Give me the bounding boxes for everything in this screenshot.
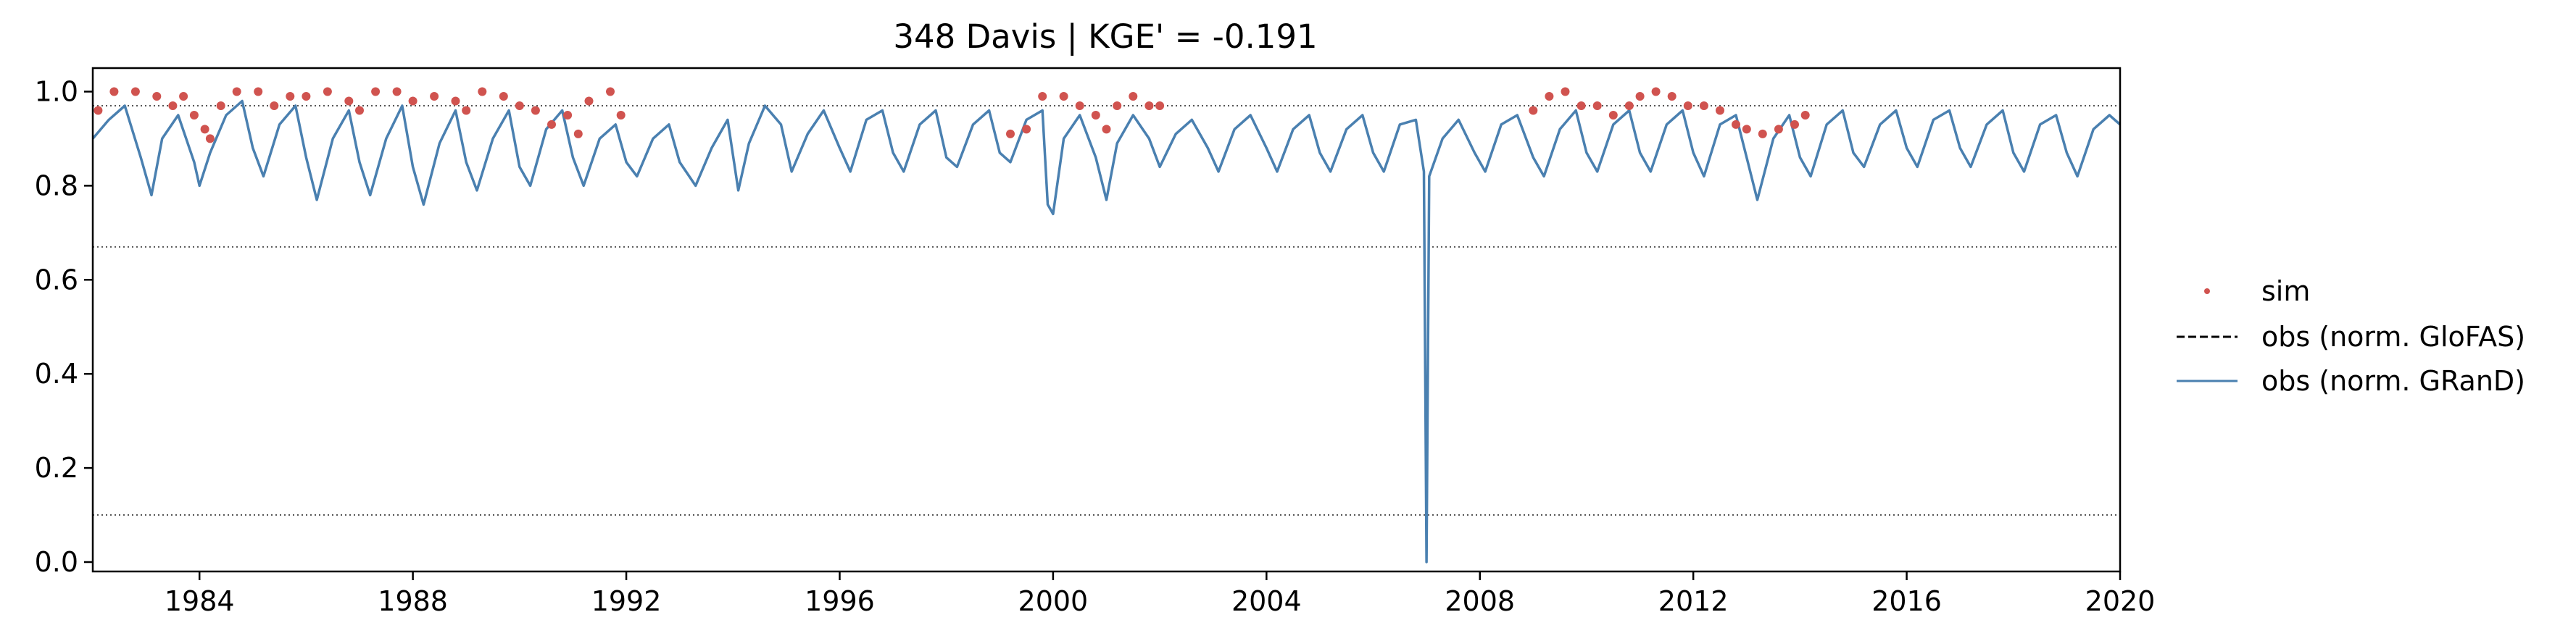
x-tick-label: 1996	[805, 585, 875, 617]
x-tick-label: 2012	[1658, 585, 1729, 617]
sim-point	[616, 111, 626, 120]
plot-area	[91, 67, 2122, 573]
legend: sim obs (norm. GloFAS) obs (norm. GRanD)	[2177, 275, 2525, 397]
sim-point	[168, 101, 178, 110]
reference-lines	[93, 104, 2120, 516]
sim-point	[1624, 101, 1634, 110]
sim-point	[232, 87, 241, 96]
sim-point	[1774, 125, 1783, 134]
sim-point	[371, 87, 381, 96]
sim-point	[1155, 101, 1165, 110]
y-tick-label: 1.0	[35, 75, 78, 107]
y-tick-label: 0.8	[35, 169, 78, 201]
sim-point	[1742, 125, 1751, 134]
sim-point	[499, 92, 508, 101]
x-tick-label: 1988	[378, 585, 448, 617]
sim-point	[1576, 101, 1586, 110]
sim-point	[515, 101, 524, 110]
sim-point	[584, 96, 594, 106]
x-tick-label: 2004	[1231, 585, 1302, 617]
sim-point	[1635, 92, 1645, 101]
sim-point	[1592, 101, 1602, 110]
sim-point	[606, 87, 615, 96]
sim-point	[451, 96, 460, 106]
x-axis: 1984 1988 1992 1996 2000 2004 2008 2012 2016 2020	[165, 571, 2156, 617]
sim-point	[531, 106, 540, 115]
y-tick-label: 0.6	[35, 264, 78, 296]
legend-grand-label: obs (norm. GRanD)	[2261, 365, 2525, 397]
legend-sim-marker	[2204, 288, 2210, 294]
y-axis: 0.0 0.2 0.4 0.6 0.8 1.0	[35, 75, 93, 578]
sim-point	[1144, 101, 1154, 110]
sim-point	[1022, 125, 1031, 134]
sim-point	[323, 87, 332, 96]
sim-point	[94, 106, 103, 115]
x-tick-label: 2020	[2085, 585, 2156, 617]
sim-point	[1006, 129, 1015, 138]
y-tick-label: 0.2	[35, 452, 78, 484]
sim-point	[1758, 129, 1767, 138]
sim-point	[286, 92, 295, 101]
sim-point	[563, 111, 573, 120]
sim-point	[355, 106, 364, 115]
sim-point	[1716, 106, 1724, 115]
sim-point	[254, 87, 263, 96]
sim-point	[1651, 87, 1661, 96]
sim-point	[109, 87, 119, 96]
sim-point	[1667, 92, 1677, 101]
series-sim	[94, 87, 1810, 143]
x-tick-label: 1984	[165, 585, 235, 617]
chart-title: 348 Davis | KGE' = -0.191	[893, 17, 1317, 56]
sim-point	[1075, 101, 1084, 110]
sim-point	[1608, 111, 1618, 120]
sim-point	[200, 125, 209, 134]
sim-point	[1038, 92, 1047, 101]
sim-point	[1059, 92, 1068, 101]
sim-point	[1102, 125, 1111, 134]
y-tick-label: 0.0	[35, 546, 78, 578]
sim-point	[216, 101, 225, 110]
sim-point	[392, 87, 402, 96]
x-tick-label: 2008	[1445, 585, 1515, 617]
sim-point	[478, 87, 487, 96]
sim-point	[430, 92, 439, 101]
y-tick-label: 0.4	[35, 358, 78, 390]
sim-point	[130, 87, 140, 96]
x-tick-label: 2000	[1018, 585, 1089, 617]
sim-point	[1683, 101, 1692, 110]
sim-point	[1800, 111, 1810, 120]
sim-point	[408, 96, 417, 106]
series-obs-grand-line	[93, 99, 2120, 564]
legend-sim-label: sim	[2261, 275, 2310, 307]
sim-point	[1113, 101, 1122, 110]
sim-point	[573, 129, 583, 138]
legend-glofas-label: obs (norm. GloFAS)	[2261, 321, 2525, 353]
axes-frame	[91, 67, 2122, 573]
sim-point	[547, 120, 556, 129]
sim-point	[1529, 106, 1538, 115]
sim-point	[1129, 92, 1138, 101]
sim-point	[152, 92, 162, 101]
sim-point	[1790, 120, 1799, 129]
sim-point	[1091, 111, 1100, 120]
sim-point	[302, 92, 311, 101]
sim-point	[270, 101, 279, 110]
sim-point	[462, 106, 471, 115]
sim-point	[1561, 87, 1570, 96]
sim-point	[1545, 92, 1554, 101]
sim-point	[179, 92, 188, 101]
sim-point	[1732, 120, 1740, 129]
x-tick-label: 2016	[1871, 585, 1942, 617]
sim-point	[189, 111, 199, 120]
x-tick-label: 1992	[591, 585, 662, 617]
sim-point	[344, 96, 354, 106]
series-obs-grand	[93, 99, 2120, 564]
sim-point	[205, 134, 215, 143]
sim-point	[1699, 101, 1708, 110]
